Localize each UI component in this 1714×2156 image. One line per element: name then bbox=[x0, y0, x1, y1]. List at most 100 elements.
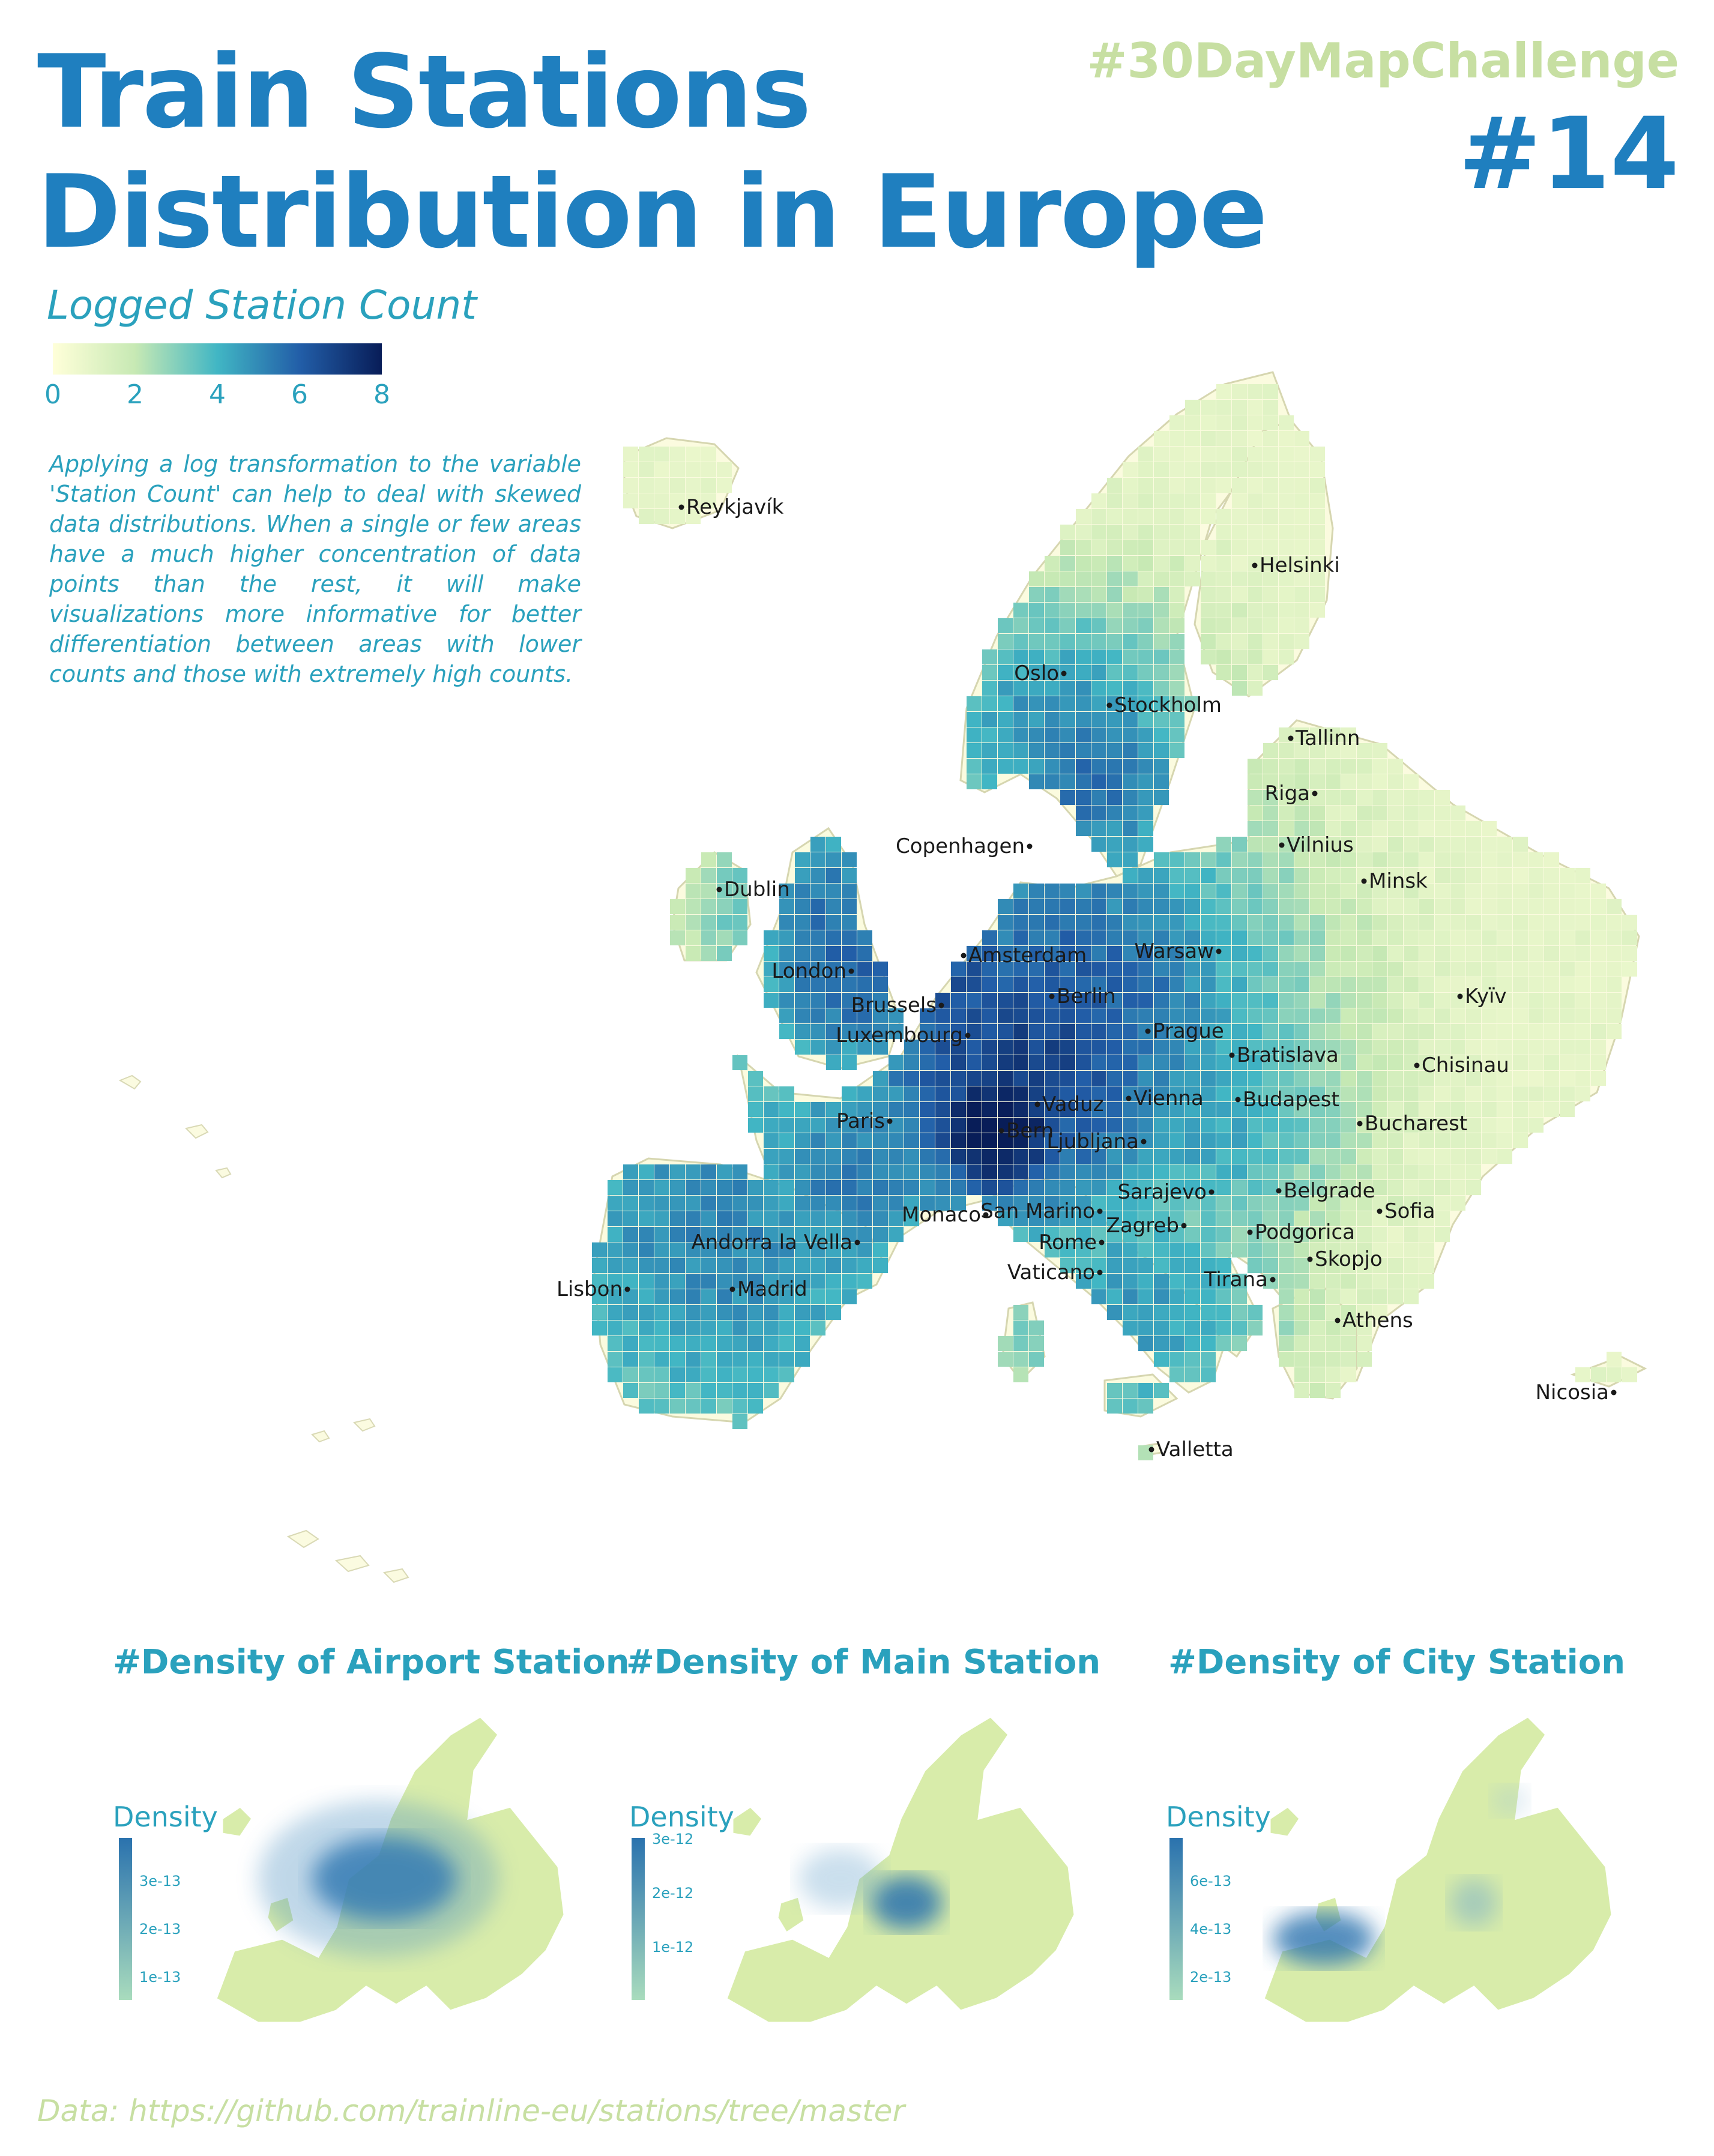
grid-cell bbox=[998, 681, 1013, 696]
grid-cell bbox=[686, 1274, 701, 1289]
grid-cell bbox=[1123, 899, 1138, 914]
grid-cell bbox=[1138, 1040, 1153, 1055]
grid-cell bbox=[873, 1211, 888, 1226]
grid-cell bbox=[1154, 1274, 1169, 1289]
grid-cell bbox=[717, 1274, 732, 1289]
grid-cell bbox=[732, 1352, 747, 1367]
grid-cell bbox=[1263, 946, 1278, 961]
grid-cell bbox=[717, 915, 732, 930]
grid-cell bbox=[1482, 1149, 1497, 1164]
grid-cell bbox=[1060, 603, 1075, 618]
grid-cell bbox=[1279, 415, 1294, 430]
grid-cell bbox=[1138, 1227, 1153, 1242]
grid-cell bbox=[1404, 821, 1419, 836]
grid-cell bbox=[701, 915, 716, 930]
grid-cell bbox=[1450, 1196, 1465, 1211]
grid-cell bbox=[1076, 1149, 1091, 1164]
grid-cell bbox=[1341, 743, 1356, 758]
grid-cell bbox=[1294, 1196, 1309, 1211]
grid-cell bbox=[732, 930, 747, 945]
grid-cell bbox=[1154, 1164, 1169, 1179]
grid-cell bbox=[1326, 1118, 1341, 1133]
grid-cell bbox=[826, 1133, 841, 1148]
grid-cell bbox=[1154, 868, 1169, 883]
grid-cell bbox=[1279, 603, 1294, 618]
grid-cell bbox=[826, 1305, 841, 1320]
grid-cell bbox=[1497, 837, 1512, 852]
grid-cell bbox=[826, 930, 841, 945]
grid-cell bbox=[779, 1336, 794, 1351]
grid-cell bbox=[1201, 899, 1216, 914]
grid-cell bbox=[670, 447, 685, 462]
grid-cell bbox=[1435, 821, 1450, 836]
grid-cell bbox=[982, 946, 997, 961]
grid-cell bbox=[623, 1274, 638, 1289]
grid-cell bbox=[1232, 868, 1247, 883]
grid-cell bbox=[1232, 1024, 1247, 1039]
grid-cell bbox=[1232, 1071, 1247, 1086]
grid-cell bbox=[951, 962, 966, 977]
grid-cell bbox=[857, 1258, 872, 1273]
grid-cell bbox=[1013, 1196, 1028, 1211]
city-marker bbox=[1377, 1208, 1383, 1214]
grid-cell bbox=[1138, 509, 1153, 524]
city-marker bbox=[1106, 702, 1112, 708]
grid-cell bbox=[1232, 587, 1247, 602]
grid-cell bbox=[1091, 1242, 1106, 1257]
grid-cell bbox=[1029, 1196, 1044, 1211]
grid-cell bbox=[1045, 759, 1060, 774]
density-main-title: #Density of Main Station bbox=[626, 1643, 1101, 1682]
grid-cell bbox=[1060, 1118, 1075, 1133]
grid-cell bbox=[639, 1399, 654, 1414]
grid-cell bbox=[1154, 727, 1169, 742]
grid-cell bbox=[1341, 1164, 1356, 1179]
grid-cell bbox=[1107, 1180, 1122, 1195]
grid-cell bbox=[857, 1274, 872, 1289]
grid-cell bbox=[1248, 603, 1263, 618]
grid-cell bbox=[1450, 1071, 1465, 1086]
grid-cell bbox=[1029, 993, 1044, 1008]
grid-cell bbox=[1248, 946, 1263, 961]
city-label: Vienna bbox=[1133, 1086, 1204, 1110]
grid-cell bbox=[1326, 774, 1341, 789]
grid-cell bbox=[701, 899, 716, 914]
grid-cell bbox=[1045, 665, 1060, 680]
grid-cell bbox=[1310, 1196, 1325, 1211]
density-color-bar bbox=[119, 1838, 132, 2000]
grid-cell bbox=[1404, 774, 1419, 789]
grid-cell bbox=[779, 1102, 794, 1117]
grid-cell bbox=[1294, 447, 1309, 462]
grid-cell bbox=[1107, 946, 1122, 961]
grid-cell bbox=[1310, 1086, 1325, 1101]
grid-cell bbox=[1263, 1149, 1278, 1164]
grid-cell bbox=[1201, 884, 1216, 899]
grid-cell bbox=[1216, 540, 1231, 555]
grid-cell bbox=[1310, 868, 1325, 883]
grid-cell bbox=[1013, 759, 1028, 774]
grid-cell bbox=[1138, 571, 1153, 586]
grid-cell bbox=[779, 962, 794, 977]
grid-cell bbox=[1045, 649, 1060, 664]
grid-cell bbox=[1232, 1227, 1247, 1242]
grid-cell bbox=[998, 665, 1013, 680]
grid-cell bbox=[1107, 525, 1122, 540]
grid-cell bbox=[1029, 962, 1044, 977]
grid-cell bbox=[1029, 1352, 1044, 1367]
grid-cell bbox=[1310, 899, 1325, 914]
grid-cell bbox=[1435, 899, 1450, 914]
grid-cell bbox=[1169, 1258, 1184, 1273]
grid-cell bbox=[1372, 915, 1387, 930]
grid-cell bbox=[1294, 821, 1309, 836]
grid-cell bbox=[1419, 1149, 1434, 1164]
grid-cell bbox=[1029, 587, 1044, 602]
grid-cell bbox=[1154, 993, 1169, 1008]
grid-cell bbox=[654, 1258, 669, 1273]
grid-cell bbox=[1154, 634, 1169, 649]
grid-cell bbox=[717, 1211, 732, 1226]
grid-cell bbox=[779, 1274, 794, 1289]
grid-cell bbox=[1138, 1289, 1153, 1304]
grid-cell bbox=[857, 1180, 872, 1195]
grid-cell bbox=[1419, 1008, 1434, 1023]
grid-cell bbox=[1138, 618, 1153, 633]
grid-cell bbox=[1138, 962, 1153, 977]
